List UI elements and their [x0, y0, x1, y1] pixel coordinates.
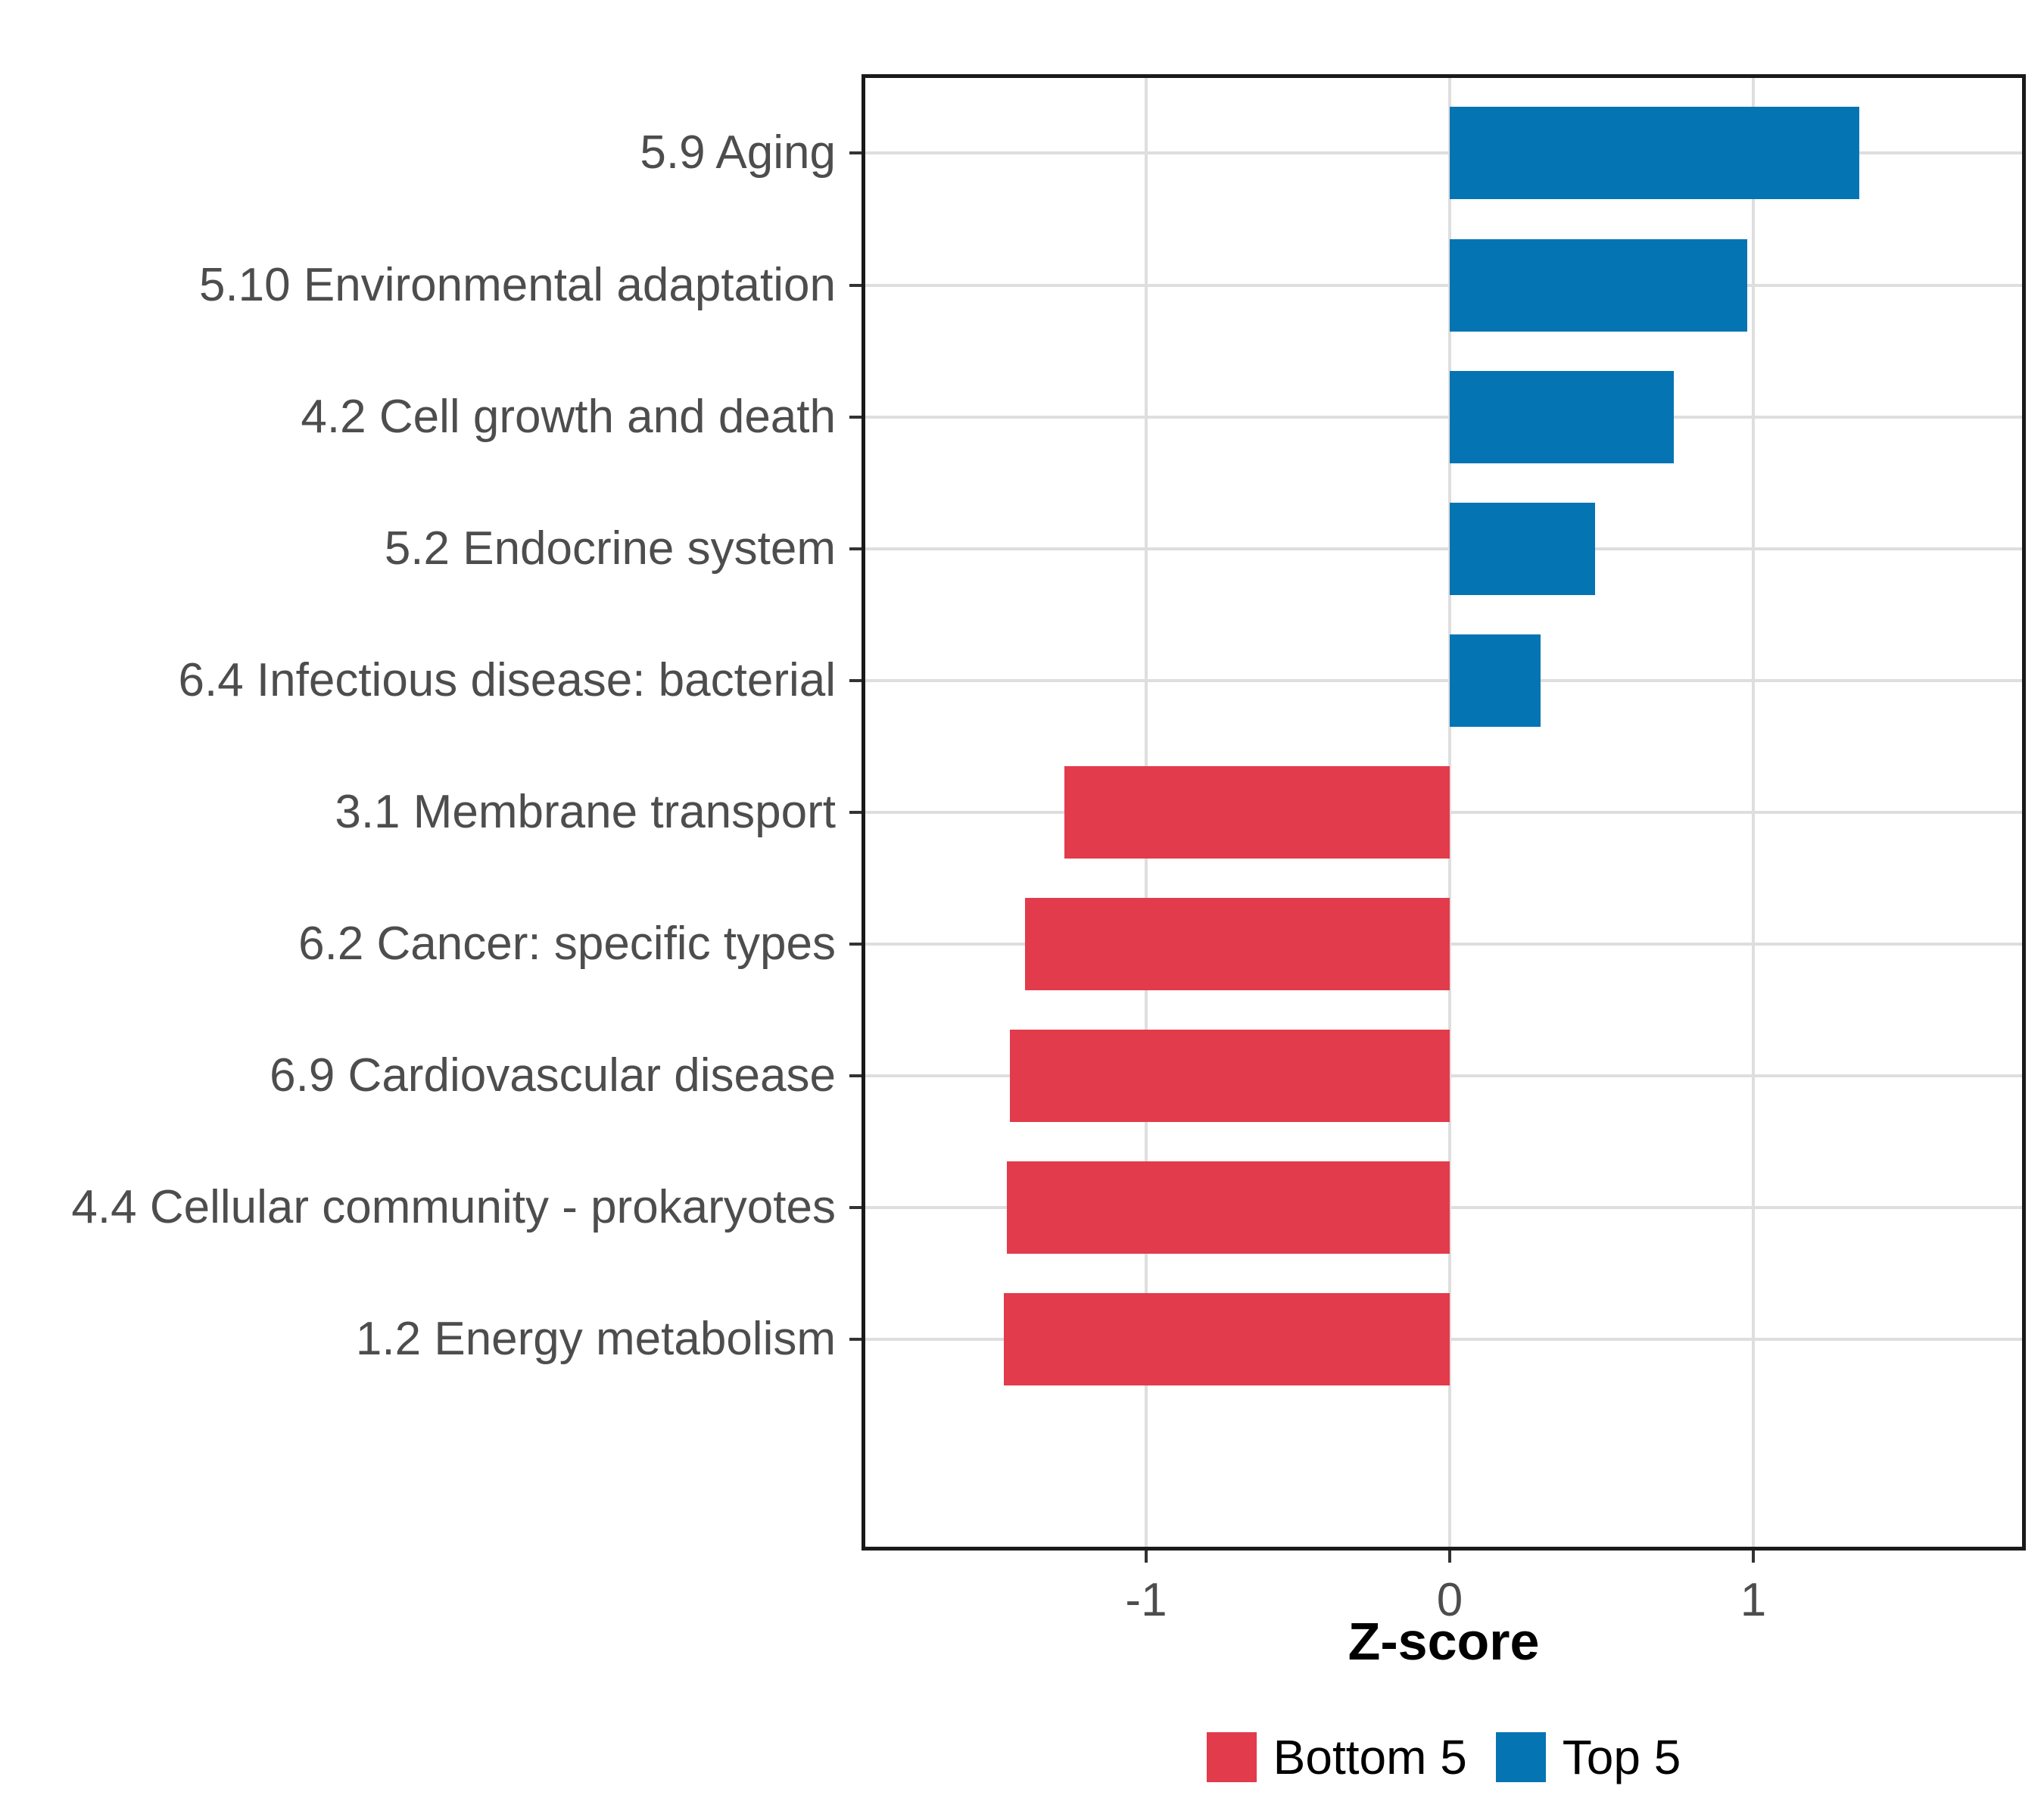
- legend-label: Top 5: [1562, 1730, 1681, 1784]
- y-axis-category-label: 4.4 Cellular community - prokaryotes: [71, 1181, 836, 1233]
- bar: [1450, 107, 1859, 199]
- bar: [1450, 634, 1541, 727]
- y-axis-tick: [849, 1206, 862, 1209]
- bar: [1004, 1293, 1450, 1385]
- y-axis-tick: [849, 547, 862, 550]
- x-axis-tick-label: 1: [1740, 1574, 1767, 1626]
- bar: [1064, 766, 1450, 859]
- legend-key-swatch: [1206, 1732, 1257, 1782]
- x-axis-tick: [1752, 1551, 1755, 1563]
- y-axis-category-label: 6.2 Cancer: specific types: [298, 918, 836, 970]
- x-axis-title: Z-score: [1348, 1612, 1540, 1671]
- y-axis-tick: [849, 1338, 862, 1341]
- legend-label: Bottom 5: [1273, 1730, 1467, 1784]
- gridline-horizontal: [862, 284, 2026, 287]
- y-axis-category-label: 5.2 Endocrine system: [384, 522, 836, 575]
- y-axis-category-label: 5.9 Aging: [640, 126, 836, 179]
- plot-panel: [862, 74, 2026, 1551]
- gridline-vertical: [1752, 74, 1755, 1551]
- bar: [1010, 1030, 1450, 1122]
- y-axis-tick: [849, 416, 862, 419]
- legend-item: Bottom 5: [1206, 1729, 1467, 1785]
- y-axis-tick: [849, 811, 862, 814]
- legend-item: Top 5: [1495, 1729, 1681, 1785]
- gridline-horizontal: [862, 547, 2026, 550]
- y-axis-category-label: 6.4 Infectious disease: bacterial: [178, 654, 836, 706]
- x-axis-tick: [1145, 1551, 1148, 1563]
- bar: [1025, 898, 1450, 990]
- x-axis-tick: [1448, 1551, 1451, 1563]
- y-axis-tick: [849, 151, 862, 154]
- y-axis-tick: [849, 1074, 862, 1077]
- gridline-horizontal: [862, 679, 2026, 682]
- y-axis-category-label: 5.10 Environmental adaptation: [198, 259, 836, 311]
- legend: Bottom 5 Top 5: [862, 1729, 2026, 1785]
- y-axis-category-label: 4.2 Cell growth and death: [301, 391, 836, 443]
- gridline-horizontal: [862, 416, 2026, 419]
- gridline-horizontal: [862, 151, 2026, 154]
- y-axis-category-label: 6.9 Cardiovascular disease: [270, 1049, 836, 1102]
- y-axis-tick: [849, 943, 862, 946]
- bar: [1450, 239, 1747, 332]
- y-axis-tick: [849, 284, 862, 287]
- y-axis-category-label: 1.2 Energy metabolism: [355, 1313, 836, 1365]
- bar: [1450, 371, 1674, 463]
- bar: [1450, 503, 1595, 595]
- bar: [1007, 1161, 1450, 1254]
- x-axis-tick-label: 0: [1436, 1574, 1463, 1626]
- x-axis-tick-label: -1: [1125, 1574, 1167, 1626]
- gridline-vertical: [1448, 74, 1451, 1551]
- legend-key-swatch: [1495, 1732, 1546, 1782]
- y-axis-tick: [849, 679, 862, 682]
- y-axis-category-label: 3.1 Membrane transport: [335, 786, 836, 838]
